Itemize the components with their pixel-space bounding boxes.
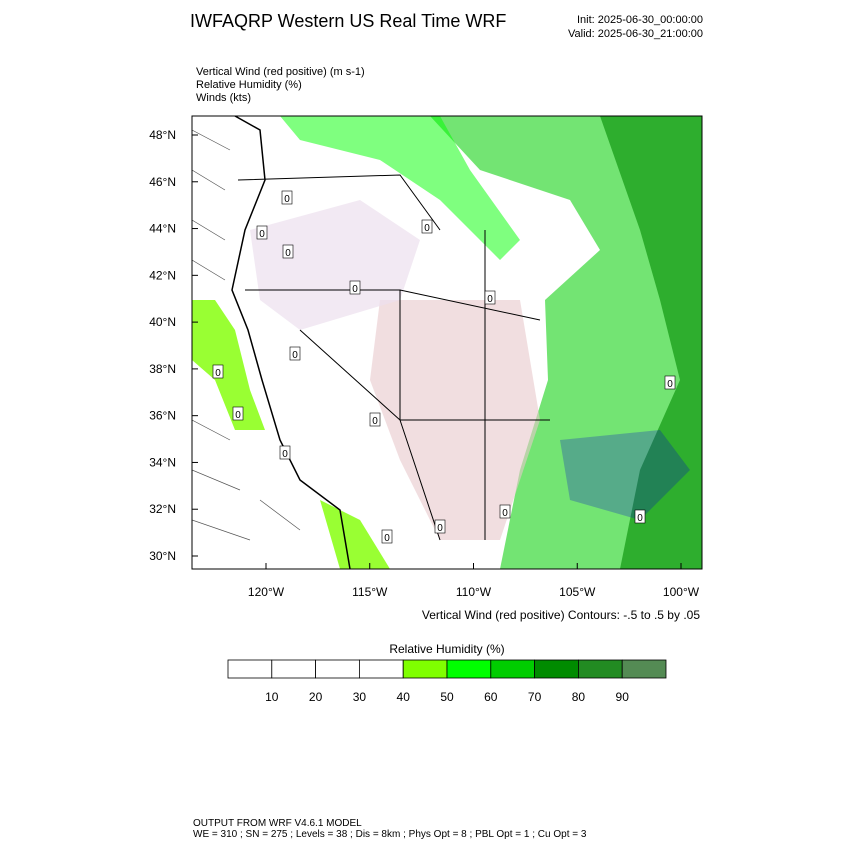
contour-label-box xyxy=(349,280,361,295)
colorbar-label: 80 xyxy=(572,690,586,704)
colorbar-swatch xyxy=(358,659,404,679)
contour-label-box xyxy=(256,225,268,240)
contour-label: 0 xyxy=(487,294,493,305)
contour-label-box xyxy=(212,364,224,379)
lon-tick-label: 110°W xyxy=(456,585,492,599)
lon-tick-label: 105°W xyxy=(559,585,596,599)
field-label: Vertical Wind (red positive) (m s-1) xyxy=(196,66,365,78)
colorbar-swatch xyxy=(227,659,273,679)
contour-label: 0 xyxy=(637,513,643,524)
contour-label-box xyxy=(282,244,294,259)
lat-tick-label: 36°N xyxy=(149,409,176,423)
lat-tick-label: 38°N xyxy=(149,362,176,376)
colorbar-title: Relative Humidity (%) xyxy=(389,642,504,656)
colorbar-swatch xyxy=(402,659,448,679)
lat-tick-label: 48°N xyxy=(149,128,176,142)
lat-tick-label: 44°N xyxy=(149,222,176,236)
colorbar-swatch xyxy=(271,659,316,679)
colorbar-label: 90 xyxy=(616,690,630,704)
contour-label: 0 xyxy=(502,508,508,519)
lat-tick-label: 30°N xyxy=(149,549,176,563)
contour-label: 0 xyxy=(215,368,221,379)
contour-label-box xyxy=(369,412,381,427)
lon-tick-label: 115°W xyxy=(352,585,388,599)
field-label: Winds (kts) xyxy=(196,92,251,104)
contour-label-box xyxy=(381,529,393,544)
contour-label: 0 xyxy=(352,284,358,295)
colorbar-swatch xyxy=(446,659,492,679)
footer-line: WE = 310 ; SN = 275 ; Levels = 38 ; Dis … xyxy=(193,829,587,840)
colorbar-label: 30 xyxy=(353,690,367,704)
colorbar-label: 50 xyxy=(440,690,454,704)
contour-label: 0 xyxy=(667,379,673,390)
contour-label: 0 xyxy=(372,416,378,427)
contour-label-box xyxy=(281,190,293,205)
colorbar-label: 70 xyxy=(528,690,542,704)
contour-label-box xyxy=(484,290,496,305)
init-time: Init: 2025-06-30_00:00:00 xyxy=(577,14,703,26)
colorbar-swatch xyxy=(315,659,360,679)
contour-label: 0 xyxy=(282,449,288,460)
contour-label-box xyxy=(289,346,301,361)
colorbar: 10 20 30 40 50 60 70 80 90 xyxy=(227,659,667,704)
colorbar-label: 10 xyxy=(265,690,279,704)
contour-label-box xyxy=(232,406,244,421)
valid-time: Valid: 2025-06-30_21:00:00 xyxy=(568,28,703,40)
contour-label: 0 xyxy=(437,523,443,534)
colorbar-swatch xyxy=(578,659,623,679)
contour-label-box xyxy=(421,219,433,234)
contour-label: 0 xyxy=(285,248,291,259)
lon-tick-label: 100°W xyxy=(663,585,700,599)
map xyxy=(191,115,703,570)
contour-label: 0 xyxy=(292,350,298,361)
lat-tick-label: 40°N xyxy=(149,315,176,329)
colorbar-swatch xyxy=(621,659,667,679)
lat-tick-label: 32°N xyxy=(149,502,176,516)
contour-label-box xyxy=(499,504,511,519)
contour-label-box xyxy=(634,509,646,524)
lon-tick-label: 120°W xyxy=(248,585,285,599)
contour-label: 0 xyxy=(259,229,265,240)
colorbar-label: 20 xyxy=(309,690,323,704)
contour-label: 0 xyxy=(284,194,290,205)
contour-note: Vertical Wind (red positive) Contours: -… xyxy=(422,608,700,622)
field-label: Relative Humidity (%) xyxy=(196,79,302,91)
colorbar-label: 40 xyxy=(397,690,411,704)
title: IWFAQRP Western US Real Time WRF xyxy=(190,11,506,31)
contour-label-box xyxy=(279,445,291,460)
contour-label: 0 xyxy=(235,410,241,421)
colorbar-swatch xyxy=(490,659,535,679)
footer-line: OUTPUT FROM WRF V4.6.1 MODEL xyxy=(193,818,362,829)
lat-tick-label: 42°N xyxy=(149,268,176,282)
contour-label-box xyxy=(664,375,676,390)
lat-tick-label: 34°N xyxy=(149,455,176,469)
contour-label-box xyxy=(434,519,446,534)
contour-label: 0 xyxy=(384,533,390,544)
colorbar-swatch xyxy=(534,659,579,679)
lat-tick-label: 46°N xyxy=(149,175,176,189)
colorbar-label: 60 xyxy=(484,690,498,704)
contour-label: 0 xyxy=(424,223,430,234)
